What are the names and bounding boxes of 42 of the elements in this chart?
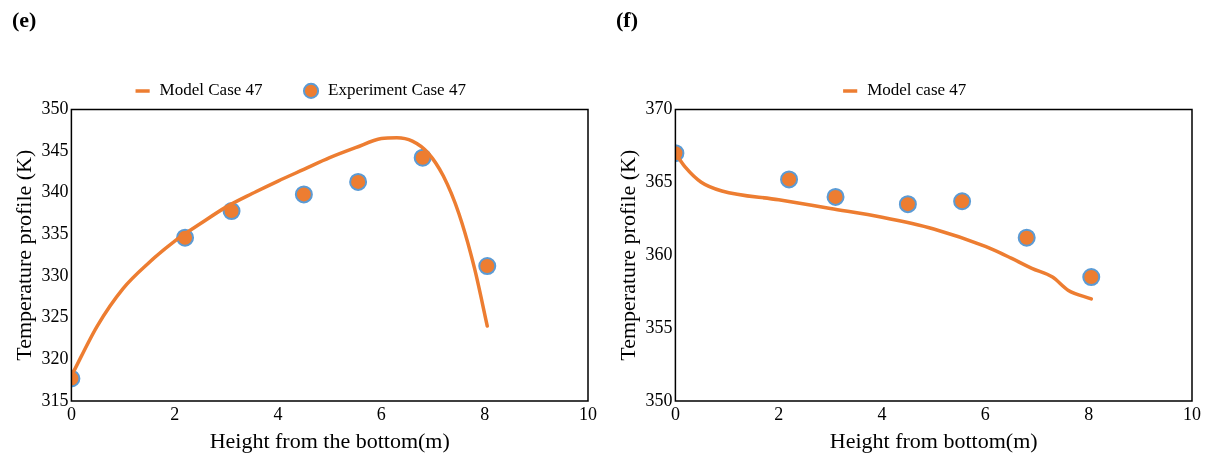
point	[826, 187, 845, 206]
chart-title: (e)	[12, 6, 37, 32]
point	[1017, 228, 1036, 247]
y-tick-label: 350	[645, 389, 673, 410]
y-tick-label: 340	[41, 181, 69, 202]
x-axis-title: Height from bottom(m)	[829, 427, 1038, 453]
x-tick-label: 2	[774, 403, 784, 424]
x-tick-label: 0	[670, 403, 680, 424]
y-tick-label: 335	[41, 223, 69, 244]
y-tick-label: 350	[41, 98, 69, 119]
point	[478, 257, 497, 276]
legend-label: Model Case 47	[159, 80, 264, 100]
x-tick-label: 10	[579, 403, 597, 424]
x-tick-label: 4	[273, 403, 283, 424]
x-tick-label: 6	[980, 403, 990, 424]
x-tick-label: 6	[376, 403, 386, 424]
y-tick-label: 325	[41, 306, 69, 327]
x-tick-label: 8	[1084, 403, 1094, 424]
x-tick-label: 4	[877, 403, 887, 424]
point	[780, 170, 799, 189]
y-tick-label: 370	[645, 98, 673, 119]
y-tick-label: 345	[41, 139, 69, 160]
chart-title: (f)	[616, 6, 638, 32]
x-axis-title: Height from the bottom(m)	[209, 427, 450, 453]
x-tick-label: 8	[480, 403, 490, 424]
y-tick-label: 330	[41, 264, 69, 285]
y-tick-label: 355	[645, 316, 673, 337]
point	[1082, 268, 1101, 287]
legend-label: Experiment Case 47	[328, 80, 467, 100]
point	[349, 172, 368, 191]
x-tick-label: 2	[170, 403, 180, 424]
y-tick-label: 360	[645, 243, 673, 264]
y-tick-label: 365	[645, 171, 673, 192]
y-axis-title: Temperature profile (K)	[614, 149, 640, 361]
point	[294, 185, 313, 204]
y-axis-title: Temperature profile (K)	[10, 149, 36, 361]
y-tick-label: 315	[41, 389, 69, 410]
point	[898, 195, 917, 214]
point	[953, 192, 972, 211]
x-tick-label: 10	[1183, 403, 1201, 424]
y-tick-label: 320	[41, 348, 69, 369]
legend-label: Model case 47	[867, 80, 967, 100]
